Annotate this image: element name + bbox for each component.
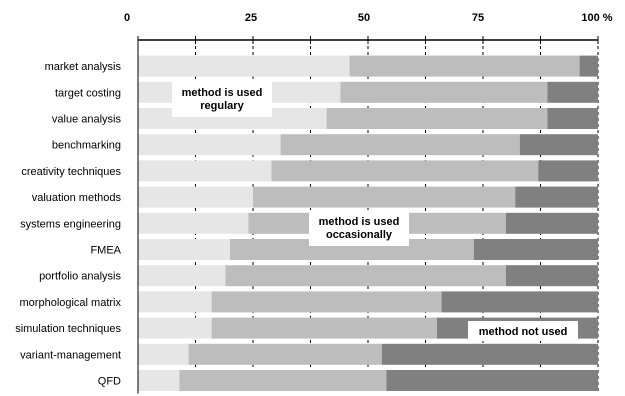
annotation-text: method is used regulary: [182, 87, 263, 112]
bar-segment-regular: [138, 55, 350, 77]
bar-segment-occasional: [349, 55, 580, 77]
annotation-text: method is used occasionally: [319, 216, 400, 241]
category-label: portfolio analysis: [39, 271, 121, 283]
bar-segment-occasional: [211, 317, 437, 339]
annotation-box: [468, 321, 578, 341]
bar-segment-occasional: [271, 160, 539, 182]
category-label: market analysis: [45, 61, 122, 73]
bar-segment-not-used: [441, 291, 598, 313]
bar-segment-regular: [138, 265, 226, 287]
bar-segment-not-used: [381, 343, 598, 365]
category-label: FMEA: [90, 245, 121, 257]
bar-segment-not-used: [506, 212, 598, 234]
bar-segment-occasional: [179, 370, 387, 391]
annotation-occasional: method is used occasionally: [309, 210, 409, 246]
bar-segment-not-used: [579, 55, 598, 77]
annotation-box: [172, 81, 272, 117]
annotation-box: [309, 210, 409, 246]
category-label: target costing: [55, 87, 121, 99]
bar-segment-regular: [138, 343, 189, 365]
bar-segment-occasional: [326, 108, 548, 129]
bar-segment-occasional: [230, 239, 474, 260]
x-tick-labels: 0 25 50 75 100 %: [124, 12, 613, 24]
category-label: variant-management: [20, 349, 121, 361]
bar-segment-not-used: [547, 108, 598, 129]
category-label: value analysis: [52, 114, 122, 126]
x-tick-label: 50: [358, 12, 370, 24]
category-label: creativity techniques: [21, 166, 121, 178]
x-tick-label: 100 %: [581, 12, 612, 24]
x-axis: [137, 36, 599, 394]
bar-segment-not-used: [547, 81, 598, 103]
bar-segment-occasional: [188, 343, 382, 365]
annotation-not-used: method not used: [468, 321, 578, 341]
category-label: systems engineering: [20, 218, 121, 230]
bar-segment-not-used: [519, 134, 598, 156]
bar-segment-regular: [138, 160, 272, 182]
bar-segment-not-used: [473, 239, 598, 260]
bar-segment-regular: [138, 134, 281, 156]
bar-segment-occasional: [253, 186, 516, 208]
category-label: morphological matrix: [20, 297, 122, 309]
x-tick-label: 25: [245, 12, 257, 24]
bar-segment-regular: [138, 239, 230, 260]
bar-segment-occasional: [340, 81, 548, 103]
bar-segment-not-used: [515, 186, 598, 208]
annotation-text: method not used: [479, 326, 568, 338]
category-label: simulation techniques: [15, 323, 121, 335]
bar-segment-regular: [138, 212, 249, 234]
bar-segment-occasional: [225, 265, 506, 287]
bar-segment-occasional: [280, 134, 520, 156]
bar-segment-regular: [138, 291, 212, 313]
category-labels: market analysis target costing value analy…: [15, 61, 121, 387]
category-label: valuation methods: [32, 192, 122, 204]
bar-segment-occasional: [211, 291, 442, 313]
bar-segment-not-used: [506, 265, 598, 287]
x-tick-label: 0: [124, 12, 130, 24]
series-annotations: method is used regulary method is used occa…: [172, 81, 578, 341]
bar-segment-not-used: [538, 160, 598, 182]
category-label: benchmarking: [52, 140, 121, 152]
x-tick-label: 75: [472, 12, 484, 24]
bar-segment-regular: [138, 317, 212, 339]
bar-segment-regular: [138, 370, 180, 391]
bar-segment-not-used: [386, 370, 598, 391]
category-label: QFD: [98, 376, 121, 388]
bar-segment-regular: [138, 186, 253, 208]
annotation-regular: method is used regulary: [172, 81, 272, 117]
